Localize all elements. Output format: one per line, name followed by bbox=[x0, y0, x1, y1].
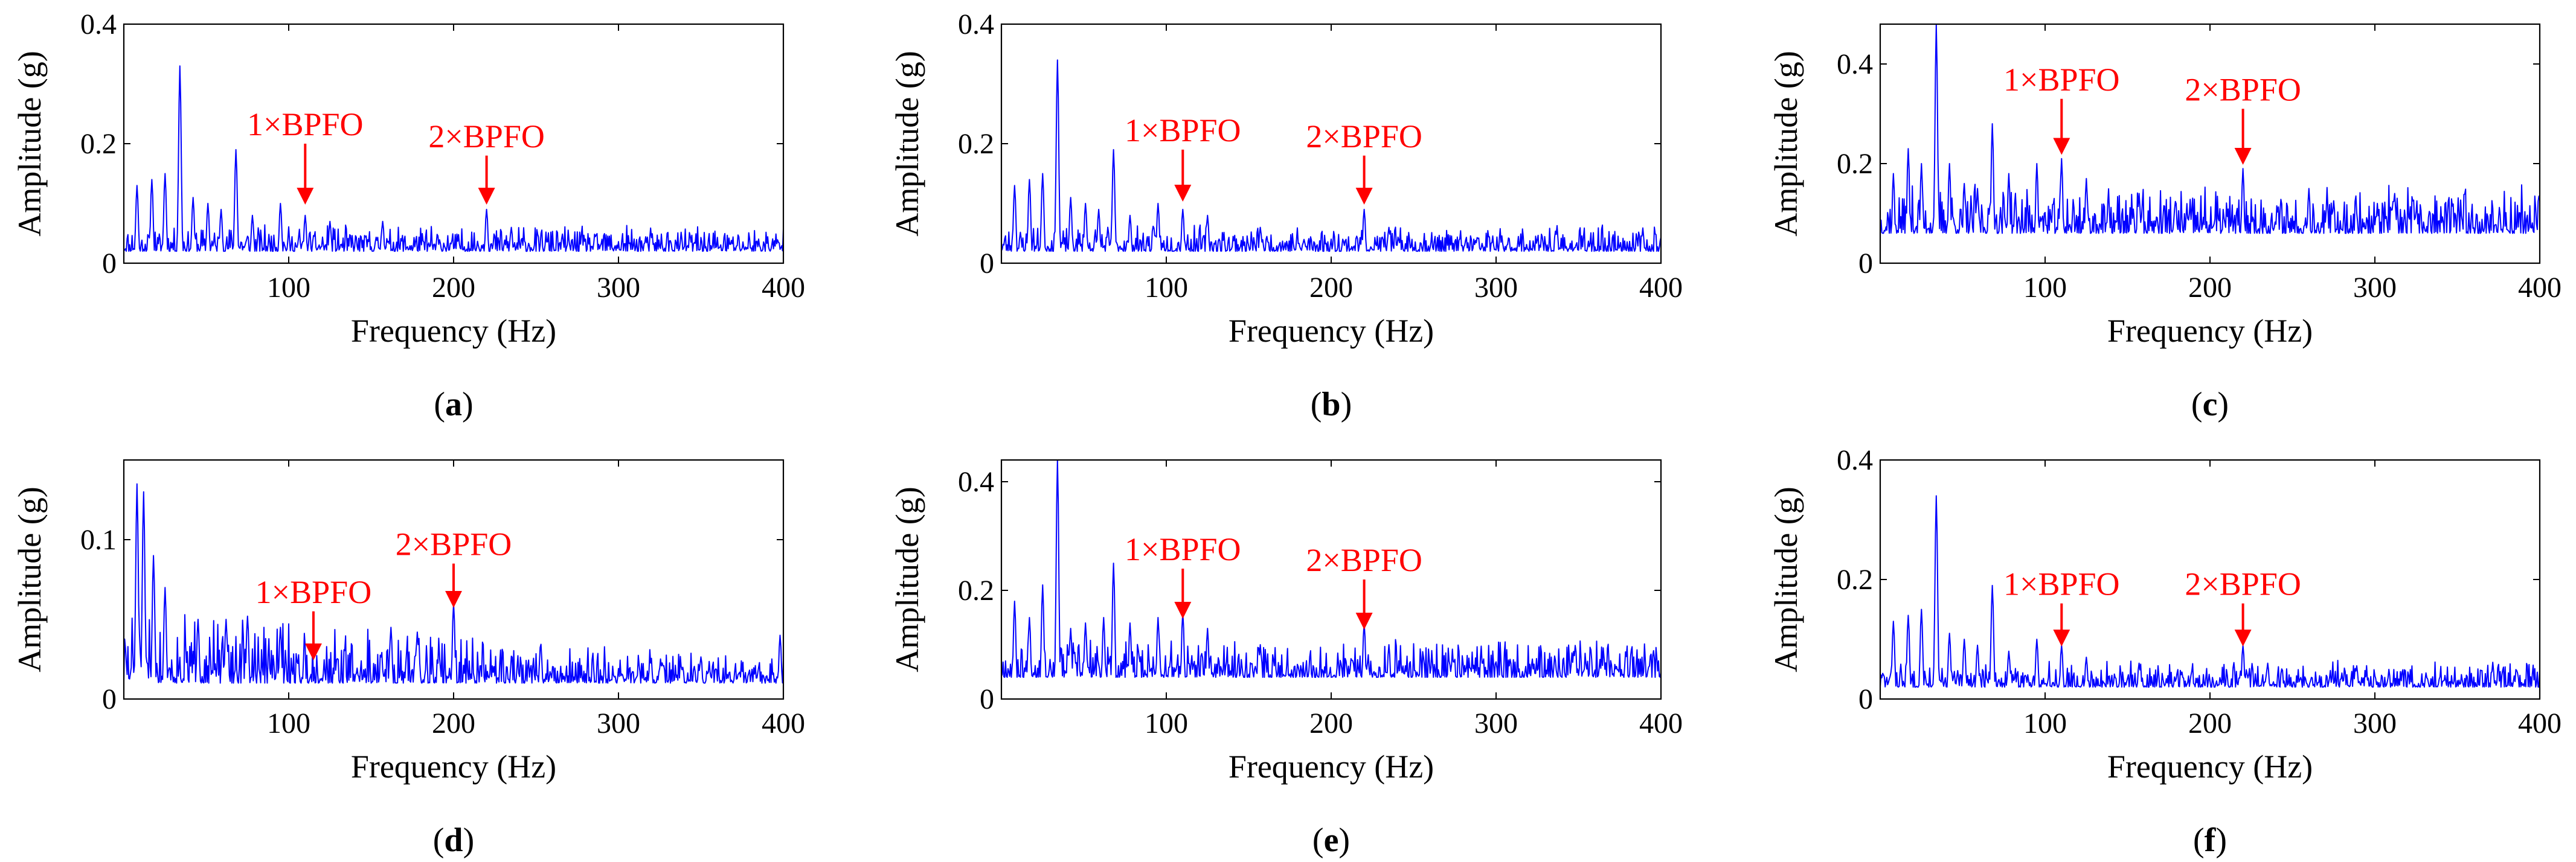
x-tick-label: 200 bbox=[1309, 272, 1353, 304]
x-tick-label: 400 bbox=[2518, 272, 2562, 304]
y-axis-label: Amplitude (g) bbox=[889, 487, 925, 672]
x-tick-label: 200 bbox=[2188, 707, 2232, 739]
panel-caption-letter: b bbox=[1322, 386, 1340, 423]
bpfo-annotation-label: 2×BPFO bbox=[2185, 566, 2301, 602]
y-tick-label: 0.4 bbox=[958, 466, 994, 498]
panel-caption-letter: a bbox=[445, 386, 462, 423]
x-axis-label: Frequency (Hz) bbox=[1229, 313, 1434, 349]
x-tick-label: 400 bbox=[762, 272, 805, 304]
axes-box bbox=[1000, 459, 1662, 700]
spectrum-series-line bbox=[1880, 24, 2540, 234]
bpfo-annotation-label: 1×BPFO bbox=[247, 106, 364, 142]
y-tick-label: 0 bbox=[102, 247, 117, 279]
x-tick-label: 300 bbox=[2353, 707, 2397, 739]
x-tick-label: 200 bbox=[432, 707, 475, 739]
x-axis-label: Frequency (Hz) bbox=[1229, 749, 1434, 785]
bpfo-annotation-label: 1×BPFO bbox=[1125, 112, 1241, 148]
panel-caption-letter: e bbox=[1324, 822, 1339, 859]
x-tick-label: 300 bbox=[1474, 272, 1518, 304]
panel-caption: (f) bbox=[2193, 822, 2227, 859]
y-tick-label: 0.2 bbox=[1837, 564, 1873, 596]
y-axis-label: Amplitude (g) bbox=[11, 487, 48, 672]
bpfo-annotation-label: 1×BPFO bbox=[255, 574, 372, 610]
y-tick-label: 0.1 bbox=[80, 524, 117, 556]
y-tick-label: 0.2 bbox=[1837, 148, 1873, 180]
x-axis-label: Frequency (Hz) bbox=[2107, 749, 2313, 785]
bpfo-annotation-label: 2×BPFO bbox=[396, 526, 512, 563]
x-tick-label: 100 bbox=[2023, 707, 2067, 739]
x-tick-label: 200 bbox=[432, 272, 475, 304]
panel-caption: (e) bbox=[1312, 822, 1350, 859]
panel-caption: (a) bbox=[434, 386, 473, 423]
bpfo-annotation-label: 1×BPFO bbox=[2003, 566, 2120, 602]
x-tick-label: 100 bbox=[2023, 272, 2067, 304]
x-tick-label: 400 bbox=[2518, 707, 2562, 739]
spectrum-series-line bbox=[123, 65, 784, 252]
x-axis-label: Frequency (Hz) bbox=[351, 749, 556, 785]
x-tick-label: 200 bbox=[2188, 272, 2232, 304]
x-tick-label: 300 bbox=[597, 272, 640, 304]
y-axis-label: Amplitude (g) bbox=[11, 51, 48, 236]
bpfo-annotation-label: 2×BPFO bbox=[2185, 71, 2301, 107]
bpfo-annotation-label: 2×BPFO bbox=[428, 118, 545, 155]
panel-d: 100 200 300 400 0 0.1 Frequency (Hz) Amplitude … bbox=[11, 459, 805, 859]
panel-f: 100 200 300 400 0 0.2 0.4 Frequency (Hz) Amplitu… bbox=[1768, 444, 2562, 859]
panel-b: 100 200 300 400 0 0.2 0.4 Frequency (Hz) Amplitu… bbox=[889, 8, 1683, 423]
x-tick-label: 100 bbox=[1145, 272, 1188, 304]
spectrum-series-line bbox=[1001, 59, 1662, 252]
y-tick-label: 0 bbox=[1858, 683, 1873, 715]
spectrum-series-line bbox=[1880, 495, 2540, 688]
x-tick-label: 400 bbox=[1639, 707, 1683, 739]
y-tick-label: 0 bbox=[980, 247, 994, 279]
x-tick-label: 300 bbox=[597, 707, 640, 739]
bpfo-annotation-label: 1×BPFO bbox=[1125, 531, 1241, 567]
panel-caption: (d) bbox=[433, 822, 474, 859]
x-tick-label: 200 bbox=[1309, 707, 1353, 739]
panel-caption-letter: d bbox=[444, 822, 463, 859]
y-axis-label: Amplitude (g) bbox=[1768, 487, 1804, 672]
x-tick-label: 300 bbox=[1474, 707, 1518, 739]
y-tick-label: 0.2 bbox=[80, 128, 117, 160]
x-axis-label: Frequency (Hz) bbox=[351, 313, 556, 349]
x-tick-label: 300 bbox=[2353, 272, 2397, 304]
y-tick-label: 0.4 bbox=[958, 8, 994, 40]
panel-caption-letter: c bbox=[2203, 386, 2218, 423]
y-tick-label: 0 bbox=[980, 683, 994, 715]
y-axis-label: Amplitude (g) bbox=[1768, 51, 1804, 236]
panel-caption-letter: f bbox=[2205, 822, 2217, 859]
y-tick-label: 0 bbox=[1858, 247, 1873, 279]
x-tick-label: 400 bbox=[1639, 272, 1683, 304]
y-tick-label: 0.4 bbox=[80, 8, 117, 40]
x-axis-label: Frequency (Hz) bbox=[2107, 313, 2313, 349]
y-tick-label: 0 bbox=[102, 683, 117, 715]
y-tick-label: 0.4 bbox=[1837, 444, 1873, 476]
bpfo-annotation-label: 2×BPFO bbox=[1306, 542, 1422, 578]
panel-c: 100 200 300 400 0 0.2 0.4 Frequency (Hz) Amplitu… bbox=[1768, 23, 2562, 423]
spectrum-series-line bbox=[1001, 459, 1662, 678]
y-tick-label: 0.2 bbox=[958, 128, 994, 160]
x-tick-label: 100 bbox=[267, 707, 310, 739]
x-tick-label: 100 bbox=[267, 272, 310, 304]
x-tick-label: 400 bbox=[762, 707, 805, 739]
bpfo-annotation-label: 1×BPFO bbox=[2003, 62, 2120, 98]
y-tick-label: 0.4 bbox=[1837, 48, 1873, 80]
panel-a: 100 200 300 400 0 0.2 0.4 Frequency (Hz) Amplitu… bbox=[11, 8, 805, 423]
y-axis-label: Amplitude (g) bbox=[889, 51, 925, 236]
panel-caption: (b) bbox=[1311, 386, 1352, 423]
panel-caption: (c) bbox=[2191, 386, 2229, 423]
x-tick-label: 100 bbox=[1145, 707, 1188, 739]
panel-e: 100 200 300 400 0 0.2 0.4 Frequency (Hz) Amplitu… bbox=[889, 459, 1683, 859]
bpfo-annotation-label: 2×BPFO bbox=[1306, 118, 1422, 155]
y-tick-label: 0.2 bbox=[958, 575, 994, 607]
